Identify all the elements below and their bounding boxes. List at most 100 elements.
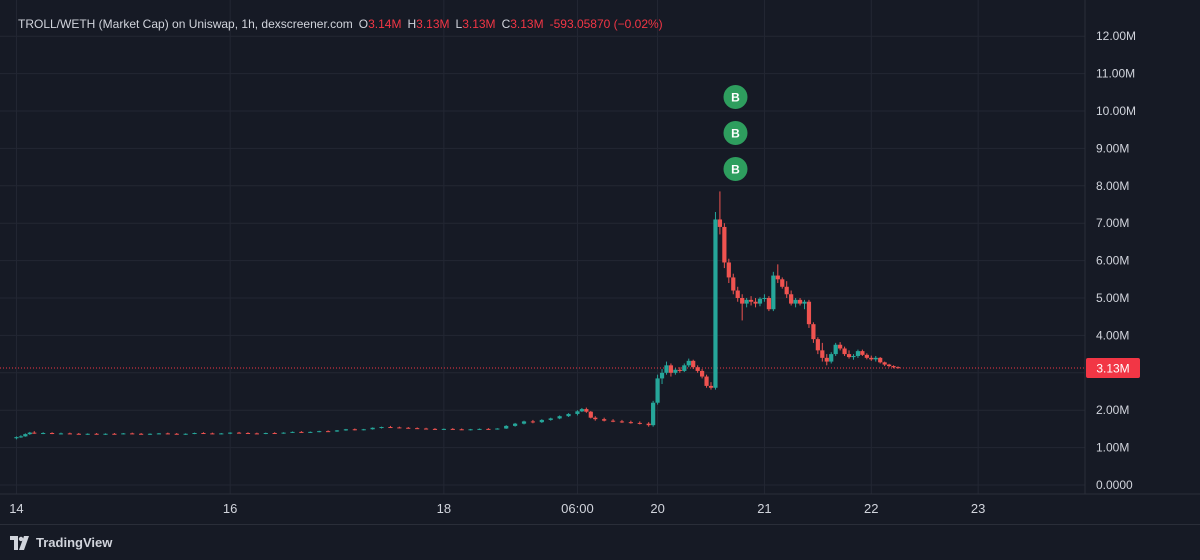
current-price-badge: 3.13M xyxy=(1086,357,1140,378)
candle-body xyxy=(575,411,580,414)
candle-body xyxy=(557,416,562,419)
candle xyxy=(210,432,215,435)
price-axis[interactable]: 0.00001.00M2.00M3.00M4.00M5.00M6.00M7.00… xyxy=(1084,0,1136,494)
candle xyxy=(245,432,251,435)
candle xyxy=(32,431,37,434)
x-tick-label: 18 xyxy=(437,501,451,516)
candle-body xyxy=(326,431,331,433)
candle-body xyxy=(735,290,740,298)
candle xyxy=(130,432,135,435)
candle-body xyxy=(842,348,847,355)
candle xyxy=(557,415,562,420)
candle-body xyxy=(873,357,878,360)
symbol-title[interactable]: TROLL/WETH (Market Cap) on Uniswap, 1h, … xyxy=(18,17,353,31)
candle-body xyxy=(659,372,665,379)
candle xyxy=(651,400,656,427)
candle-body xyxy=(201,433,206,435)
candle-body xyxy=(49,433,55,435)
candle xyxy=(886,363,892,368)
y-tick-label: 10.00M xyxy=(1096,104,1136,118)
buy-marker-label: B xyxy=(731,127,740,141)
candle-body xyxy=(722,226,727,263)
candle-body xyxy=(290,431,295,433)
candle xyxy=(878,357,883,364)
candle xyxy=(655,374,660,405)
open-label: O xyxy=(358,17,369,31)
candle-body xyxy=(628,422,633,424)
grid-lines xyxy=(0,0,1085,494)
candle-body xyxy=(811,324,816,340)
candle-body xyxy=(886,364,892,367)
candle-body xyxy=(308,431,313,433)
candle-body xyxy=(121,433,126,435)
candle-body xyxy=(664,365,669,373)
candle-body xyxy=(851,355,856,358)
x-tick-label: 21 xyxy=(757,501,771,516)
candle-body xyxy=(174,433,179,435)
candle xyxy=(780,277,785,289)
candle-body xyxy=(833,344,838,355)
candle xyxy=(49,432,55,435)
candle xyxy=(579,407,584,413)
candle-body xyxy=(891,366,896,368)
candle-body xyxy=(820,350,825,358)
close-value: 3.13M xyxy=(510,17,544,31)
candles-layer xyxy=(14,191,901,440)
candle xyxy=(851,354,856,360)
x-tick-label: 16 xyxy=(223,501,237,516)
candle xyxy=(704,374,709,388)
high-label: H xyxy=(407,17,417,31)
candle-body xyxy=(183,433,188,435)
y-tick-label: 6.00M xyxy=(1096,254,1129,268)
candle xyxy=(708,382,714,390)
candle xyxy=(459,428,464,431)
candle-body xyxy=(766,298,771,310)
candle xyxy=(308,431,313,434)
candlestick-chart[interactable]: B B B 0.00001.00M2.00M3.00M4.00M5.00M6.00M… xyxy=(0,0,1200,524)
candle-body xyxy=(579,409,584,412)
time-axis[interactable]: 14 16 18 06:00 20 21 22 23 xyxy=(0,493,1200,516)
candle xyxy=(820,342,825,362)
candle-body xyxy=(58,433,64,435)
candle-body xyxy=(370,427,375,430)
candle xyxy=(415,427,420,430)
candle-body xyxy=(802,301,807,304)
candle-body xyxy=(112,433,117,435)
candle xyxy=(717,191,723,235)
candle xyxy=(860,349,865,356)
y-tick-label: 2.00M xyxy=(1096,403,1129,417)
candle xyxy=(789,290,794,306)
candle-body xyxy=(708,385,714,388)
buy-marker-circle xyxy=(723,85,748,109)
candle xyxy=(735,286,740,302)
candle-body xyxy=(147,433,153,435)
candle xyxy=(76,433,81,435)
candle xyxy=(637,421,642,425)
candle-body xyxy=(477,428,482,430)
candle xyxy=(174,433,179,435)
candle-body xyxy=(165,433,170,435)
x-tick-label: 20 xyxy=(650,501,664,516)
buy-marker[interactable]: B xyxy=(723,157,748,181)
candle-body xyxy=(610,420,616,422)
buy-marker-label: B xyxy=(731,91,740,105)
tradingview-logo-icon[interactable] xyxy=(10,535,30,550)
tradingview-brand[interactable]: TradingView xyxy=(36,535,113,550)
candle xyxy=(784,281,789,298)
candle xyxy=(869,355,874,361)
candle xyxy=(379,426,384,429)
candle-body xyxy=(775,275,780,280)
candle xyxy=(753,298,758,308)
buy-marker[interactable]: B xyxy=(723,85,748,109)
buy-marker[interactable]: B xyxy=(723,121,748,145)
candle-body xyxy=(588,411,593,418)
candle-body xyxy=(245,433,251,435)
candle-body xyxy=(361,429,366,431)
candle xyxy=(397,426,402,429)
candle xyxy=(112,433,117,435)
candle xyxy=(388,425,393,429)
candle xyxy=(165,432,170,435)
candle-body xyxy=(731,277,736,291)
candle-body xyxy=(704,376,709,386)
